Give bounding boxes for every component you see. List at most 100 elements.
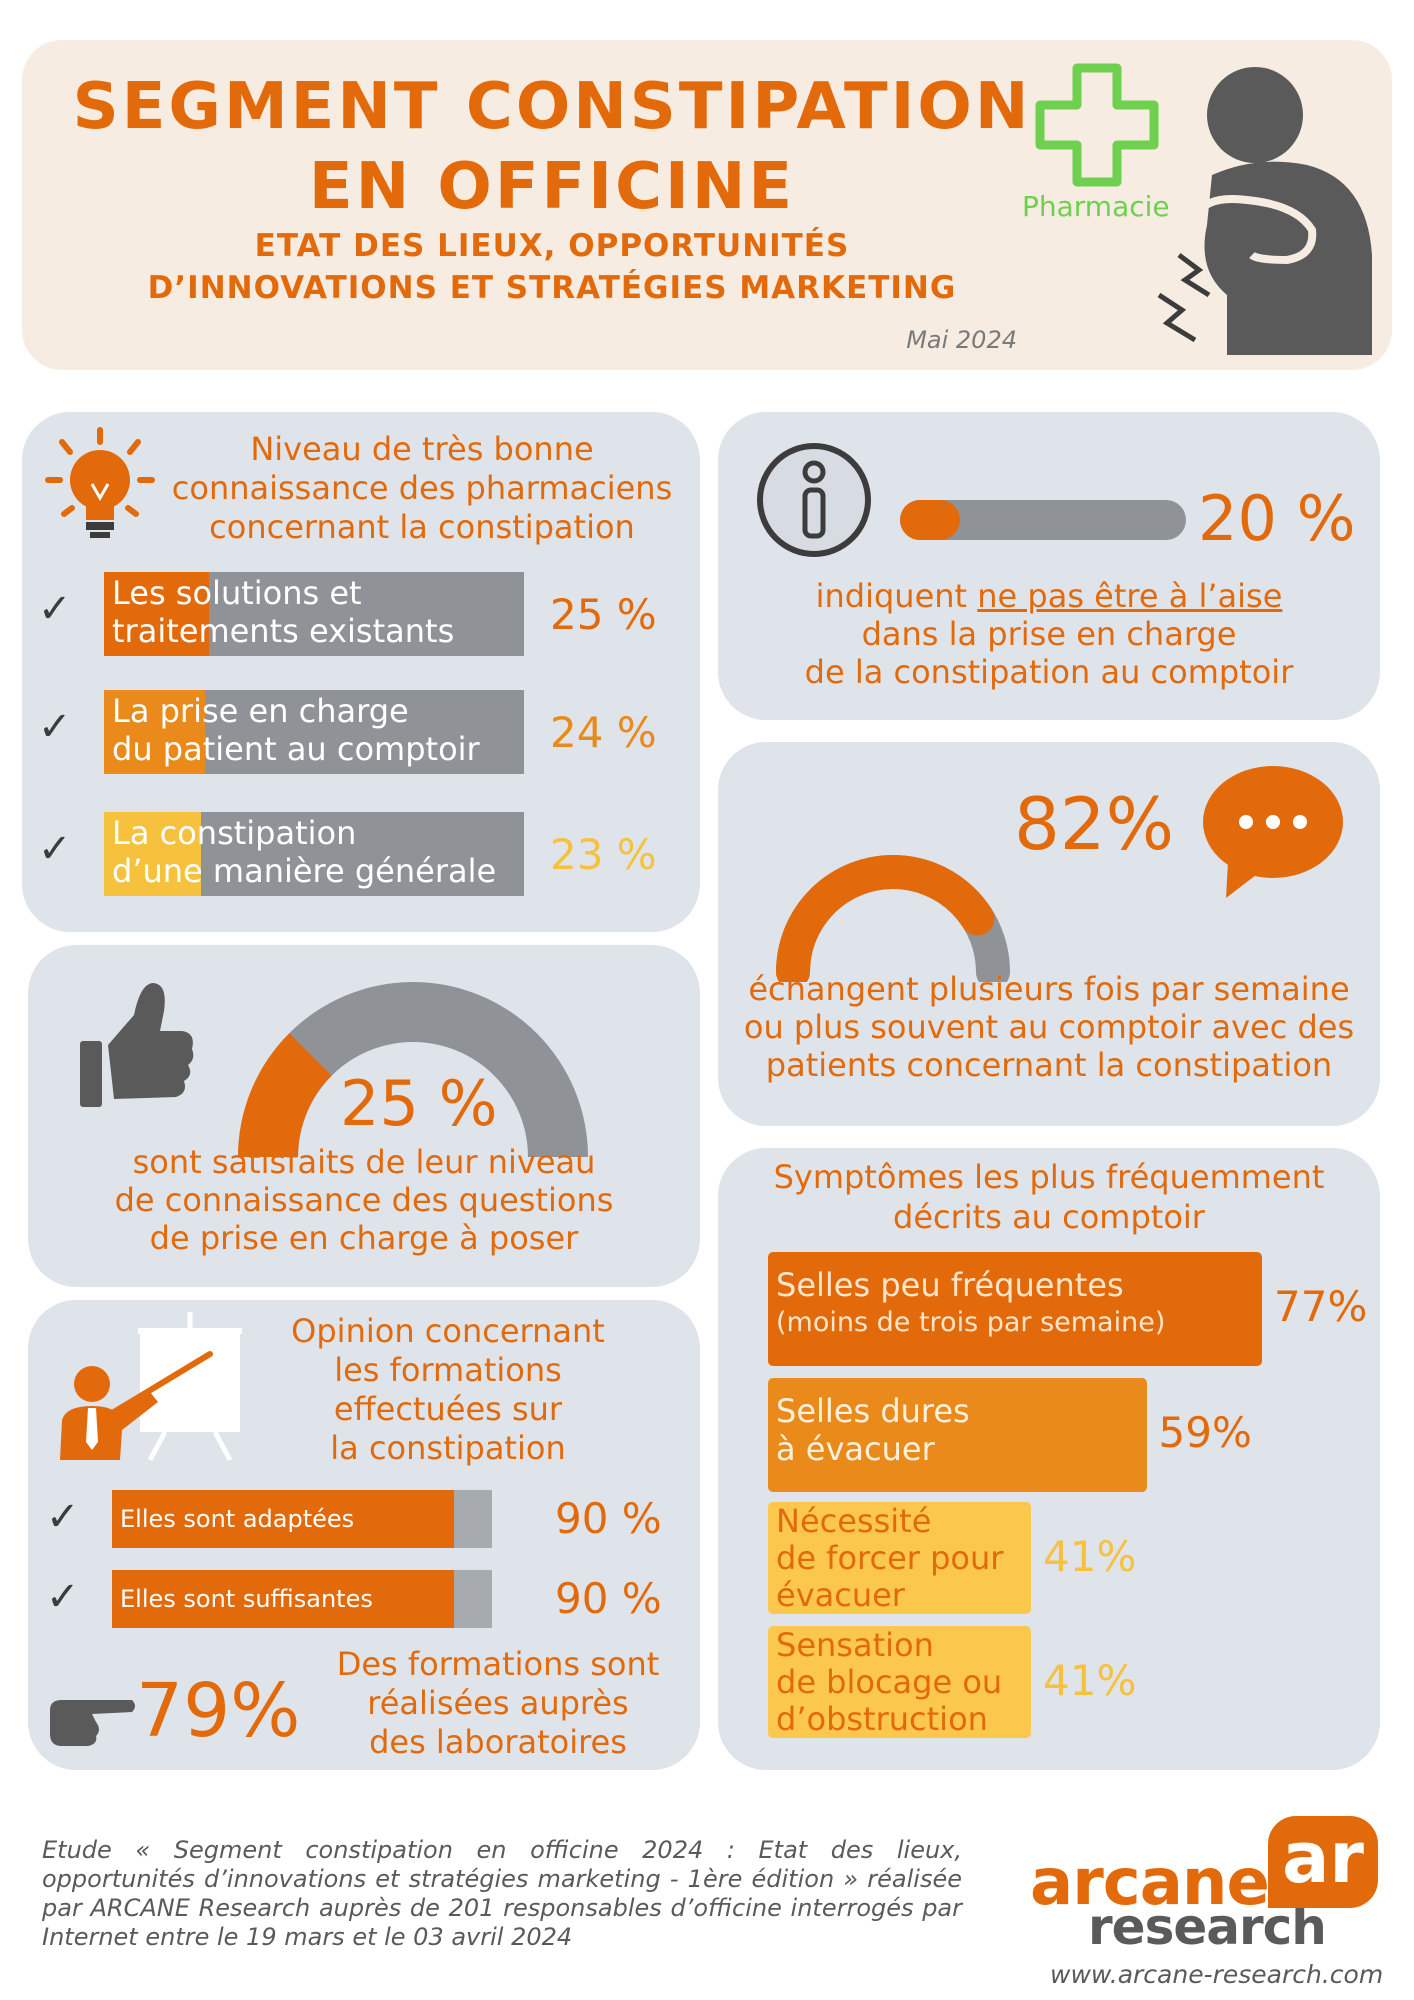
satisfaction-gauge-arc bbox=[238, 1033, 332, 1157]
header-banner: SEGMENT CONSTIPATION EN OFFICINE ETAT DE… bbox=[22, 40, 1392, 370]
symptom-bar-label: d’obstruction bbox=[776, 1700, 988, 1738]
knowledge-bar-fill bbox=[104, 690, 205, 774]
symptom-bar-label: Selles peu fréquentes bbox=[776, 1266, 1124, 1304]
training-bar-track: Elles sont suffisantes bbox=[112, 1570, 492, 1628]
knowledge-bar-label-line1: La constipation bbox=[112, 814, 357, 852]
symptoms-title-line2: décrits au comptoir bbox=[893, 1198, 1205, 1236]
exchange-gauge-arc bbox=[776, 855, 995, 982]
lightbulb-icon bbox=[45, 427, 155, 538]
exchange-panel: 82% échangent plusieurs fois par semaine… bbox=[718, 742, 1380, 1126]
exchange-text-line2: ou plus souvent au comptoir avec des bbox=[743, 1008, 1355, 1046]
satisfaction-text-line2: de connaissance des questions bbox=[114, 1181, 614, 1219]
symptoms-title-line1: Symptômes les plus fréquemment bbox=[773, 1158, 1325, 1196]
training-bar-value: 90 % bbox=[555, 1494, 662, 1543]
satisfaction-text-line1: sont satisfaits de leur niveau bbox=[132, 1143, 596, 1181]
subtitle-line2: D’INNOVATIONS ET STRATÉGIES MARKETING bbox=[147, 270, 957, 306]
pharmacy-cross-icon bbox=[1035, 63, 1159, 187]
symptom-bar-value: 59% bbox=[1158, 1408, 1252, 1457]
symptom-bar-label: de blocage ou bbox=[776, 1663, 1003, 1701]
discomfort-text-underlined: ne pas être à l’aise bbox=[977, 577, 1283, 615]
symptom-bar-label: évacuer bbox=[776, 1576, 905, 1614]
knowledge-title-line1: Niveau de très bonne bbox=[250, 430, 594, 468]
exchange-value: 82% bbox=[1014, 782, 1175, 866]
symptom-bar-label: Sensation bbox=[776, 1626, 934, 1664]
exchange-gauge bbox=[776, 855, 1010, 982]
symptom-bar-value: 41% bbox=[1043, 1532, 1137, 1581]
knowledge-bar-value: 25 % bbox=[550, 590, 657, 639]
symptom-bar: Selles peu fréquentes (moins de trois par… bbox=[768, 1252, 1262, 1366]
training-bar-track: Elles sont adaptées bbox=[112, 1490, 492, 1548]
teacher-board-icon bbox=[60, 1312, 242, 1462]
lab-trainings-text-line3: des laboratoires bbox=[369, 1723, 627, 1761]
knowledge-check-icon: ✓ bbox=[38, 704, 72, 750]
symptom-bar-value: 77% bbox=[1274, 1282, 1368, 1331]
knowledge-bar-value: 23 % bbox=[550, 830, 657, 879]
training-title-line1: Opinion concernant bbox=[291, 1312, 605, 1350]
subtitle-line1: ETAT DES LIEUX, OPPORTUNITÉS bbox=[254, 228, 850, 264]
discomfort-text-pre: indiquent bbox=[815, 577, 978, 615]
satisfaction-gauge-track bbox=[238, 982, 588, 1157]
knowledge-bar-value: 24 % bbox=[550, 708, 657, 757]
training-bar-fill bbox=[112, 1570, 454, 1628]
pharmacy-label: Pharmacie bbox=[1022, 190, 1170, 223]
knowledge-bar-fill bbox=[104, 812, 201, 896]
training-title-line4: la constipation bbox=[330, 1429, 566, 1467]
discomfort-panel: 20 % indiquent ne pas être à l’aise dans… bbox=[718, 412, 1380, 720]
study-description: Etude « Segment constipation en officine… bbox=[42, 1836, 962, 1951]
knowledge-bar-label-line2: d’une manière générale bbox=[112, 852, 497, 890]
lab-trainings-text-line2: réalisées auprès bbox=[367, 1684, 629, 1722]
knowledge-bar-label-line2: traitements existants bbox=[112, 612, 455, 650]
training-bar-value: 90 % bbox=[555, 1574, 662, 1623]
info-icon bbox=[757, 443, 871, 557]
knowledge-title-line2: connaissance des pharmaciens bbox=[171, 469, 673, 507]
satisfaction-panel: 25 % sont satisfaits de leur niveau de c… bbox=[28, 945, 700, 1287]
brand-website-link[interactable]: www.arcane-research.com bbox=[1050, 1960, 1384, 1989]
training-bar-label: Elles sont adaptées bbox=[120, 1505, 355, 1533]
training-check-icon: ✓ bbox=[46, 1574, 80, 1620]
main-title-line1: SEGMENT CONSTIPATION bbox=[72, 70, 1032, 144]
thumbs-up-icon bbox=[80, 983, 194, 1107]
symptom-bar-label: Selles dures bbox=[776, 1392, 970, 1430]
discomfort-track bbox=[900, 500, 1186, 540]
pointing-hand-icon bbox=[50, 1700, 135, 1746]
discomfort-value: 20 % bbox=[1198, 482, 1356, 555]
symptom-bar-label: (moins de trois par semaine) bbox=[776, 1307, 1166, 1338]
exchange-text-line1: échangent plusieurs fois par semaine bbox=[748, 970, 1350, 1008]
symptom-bar: Sensation de blocage ou d’obstruction bbox=[768, 1626, 1032, 1738]
training-title-line2: les formations bbox=[334, 1351, 562, 1389]
main-title-line2: EN OFFICINE bbox=[308, 150, 796, 224]
knowledge-bar-label-line2: du patient au comptoir bbox=[112, 730, 480, 768]
training-panel: Opinion concernant les formations effect… bbox=[28, 1300, 700, 1770]
satisfaction-text-line3: de prise en charge à poser bbox=[149, 1219, 579, 1257]
symptom-bar-label: Nécessité bbox=[776, 1502, 932, 1540]
stomach-pain-person-icon bbox=[1157, 67, 1372, 355]
speech-bubble-icon bbox=[1203, 766, 1343, 898]
knowledge-bar-label-line1: La prise en charge bbox=[112, 692, 409, 730]
symptom-bar-value: 41% bbox=[1043, 1656, 1137, 1705]
symptom-bar: Nécessité de forcer pour évacuer bbox=[768, 1502, 1032, 1614]
training-check-icon: ✓ bbox=[46, 1494, 80, 1540]
symptom-bar-label: de forcer pour bbox=[776, 1539, 1004, 1577]
training-bar-fill bbox=[112, 1490, 454, 1548]
lab-trainings-value: 79% bbox=[136, 1668, 301, 1754]
lab-trainings-text-line1: Des formations sont bbox=[336, 1645, 660, 1683]
knowledge-bar-track: La prise en charge du patient au comptoir bbox=[104, 690, 524, 774]
training-title-line3: effectuées sur bbox=[333, 1390, 563, 1428]
knowledge-bar-label-line1: Les solutions et bbox=[112, 574, 362, 612]
knowledge-bar-track: La constipation d’une manière générale bbox=[104, 812, 524, 896]
publication-date: Mai 2024 bbox=[906, 326, 1017, 354]
brand-name-line1: arcane bbox=[1030, 1846, 1270, 1920]
knowledge-panel: Niveau de très bonne connaissance des ph… bbox=[22, 412, 700, 932]
knowledge-title-line3: concernant la constipation bbox=[209, 508, 635, 546]
exchange-text-line3: patients concernant la constipation bbox=[765, 1046, 1333, 1084]
discomfort-text-line1: indiquent ne pas être à l’aise bbox=[718, 577, 1380, 615]
knowledge-check-icon: ✓ bbox=[38, 586, 72, 632]
symptom-bar: Selles dures à évacuer bbox=[768, 1378, 1147, 1492]
discomfort-text-line2: dans la prise en charge bbox=[861, 615, 1237, 653]
knowledge-check-icon: ✓ bbox=[38, 826, 72, 872]
brand-logo-mark: ar bbox=[1268, 1816, 1378, 1908]
knowledge-bar-track: Les solutions et traitements existants bbox=[104, 572, 524, 656]
symptom-bar-label: à évacuer bbox=[776, 1430, 935, 1468]
training-bar-label: Elles sont suffisantes bbox=[120, 1585, 373, 1613]
discomfort-text-line3: de la constipation au comptoir bbox=[804, 653, 1294, 691]
